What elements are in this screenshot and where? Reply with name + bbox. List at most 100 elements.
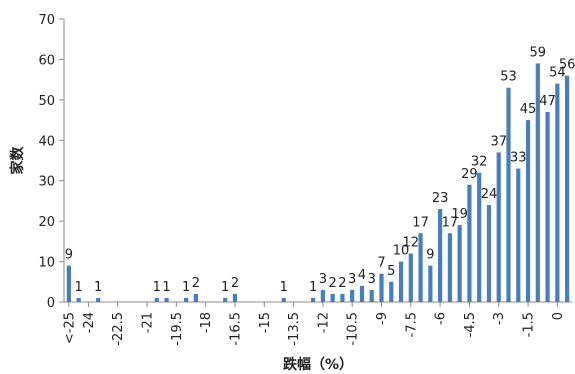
y-axis: 0 10 20 30 40 50 60 70: [38, 13, 65, 311]
data-label: 33: [510, 151, 527, 166]
x-tick-label: -18: [199, 312, 214, 333]
bar: [96, 297, 101, 302]
y-tick-label: 40: [38, 134, 55, 149]
data-label: 2: [329, 276, 337, 291]
bar: [193, 293, 198, 302]
y-tick-label: 50: [38, 94, 55, 109]
data-label: 2: [231, 276, 239, 291]
data-label: 32: [471, 155, 488, 170]
x-tick-label: -1.5: [522, 312, 537, 337]
bar: [223, 297, 228, 302]
data-labels: 91 1 1 1 1 2 1 2 1 13 2 2 3 4 375101217923171929322437…: [65, 45, 575, 294]
data-label: 1: [280, 280, 288, 295]
bar: [438, 209, 443, 302]
data-label: 9: [65, 248, 73, 263]
data-label: 7: [377, 256, 385, 271]
bar: [408, 253, 413, 302]
data-label: 53: [500, 70, 517, 85]
data-label: 1: [75, 280, 83, 295]
x-tick-label: -3: [492, 312, 507, 325]
x-tick-label: -6: [434, 312, 449, 325]
data-label: 2: [338, 276, 346, 291]
bar: [359, 285, 365, 302]
bar: [350, 289, 355, 302]
bar: [76, 297, 81, 302]
bar: [506, 87, 511, 302]
data-label: 17: [412, 215, 429, 230]
y-tick-label: 20: [38, 215, 55, 230]
x-axis: <-25 -24 -22.5 -21 -19.5 -18 -16.5 -15 -13.5 -12-…: [62, 301, 572, 346]
bars: [66, 63, 570, 302]
y-tick-label: 0: [47, 296, 55, 311]
data-label: 1: [94, 280, 102, 295]
data-label: 9: [426, 248, 434, 263]
bar: [330, 293, 335, 302]
bar: [457, 225, 462, 302]
bar: [369, 289, 374, 302]
bar: [320, 289, 325, 302]
bar: [545, 111, 550, 302]
x-tick-label: 0: [551, 312, 566, 320]
bar: [555, 83, 560, 302]
data-label: 24: [481, 187, 498, 202]
x-axis-title: 跌幅（%）: [283, 356, 353, 373]
bar: [340, 293, 345, 302]
x-tick-label: -13.5: [287, 312, 302, 346]
data-label: 1: [153, 280, 161, 295]
data-label: 56: [559, 58, 575, 73]
bar: [428, 265, 433, 302]
x-tick-label: -7.5: [404, 312, 419, 337]
bar: [232, 293, 238, 302]
data-label: 45: [520, 102, 537, 117]
data-label: 23: [432, 191, 449, 206]
data-label: 59: [530, 45, 547, 60]
bar: [447, 233, 452, 302]
bar: [565, 75, 570, 302]
bar: [281, 297, 286, 302]
bar: [516, 168, 521, 302]
x-tick-label: -19.5: [170, 312, 185, 346]
x-tick-label: -10.5: [346, 312, 361, 346]
bar: [486, 204, 492, 302]
data-label: 1: [182, 280, 190, 295]
data-label: 17: [442, 215, 459, 230]
bar: [154, 297, 159, 302]
bar: [379, 273, 384, 302]
bar: [535, 63, 540, 302]
data-label: 54: [549, 66, 566, 81]
data-label: 10: [393, 244, 410, 259]
data-label: 19: [451, 207, 468, 222]
bar: [418, 233, 423, 302]
data-label: 1: [309, 280, 317, 295]
x-tick-label: -9: [375, 312, 390, 325]
data-label: 3: [319, 272, 327, 287]
x-tick-label: -22.5: [111, 312, 126, 346]
data-label: 37: [490, 134, 507, 149]
data-label: 2: [192, 276, 200, 291]
bar: [496, 152, 501, 302]
x-tick-label: -21: [141, 312, 156, 333]
y-tick-label: 10: [38, 256, 55, 271]
y-tick-label: 30: [38, 175, 55, 190]
data-label: 1: [221, 280, 229, 295]
data-label: 3: [348, 272, 356, 287]
x-tick-label: -12: [316, 312, 331, 333]
data-label: 47: [539, 94, 556, 109]
x-tick-label: -15: [258, 312, 273, 333]
data-label: 1: [162, 280, 170, 295]
data-label: 3: [368, 272, 376, 287]
x-tick-label: -24: [82, 312, 97, 333]
bar: [311, 297, 316, 302]
data-label: 4: [358, 268, 366, 283]
data-label: 5: [387, 264, 395, 279]
data-label: 12: [403, 235, 420, 250]
bar: [164, 297, 169, 302]
bar: [398, 261, 404, 302]
x-tick-label: -16.5: [228, 312, 243, 346]
bar: [477, 172, 482, 302]
x-tick-label: <-25: [62, 312, 77, 344]
bar: [66, 265, 71, 302]
bar: [525, 120, 531, 302]
data-label: 29: [461, 167, 478, 182]
